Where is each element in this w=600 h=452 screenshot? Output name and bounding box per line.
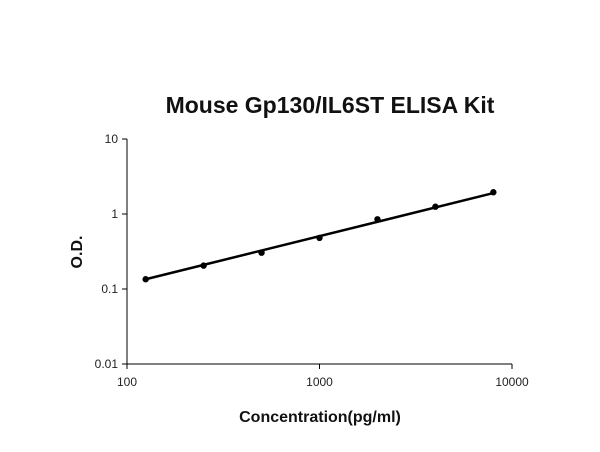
y-tick-label: 10 — [105, 132, 119, 146]
y-axis-title: O.D. — [69, 236, 86, 269]
x-tick-label: 10000 — [495, 375, 529, 389]
data-point — [142, 276, 149, 283]
data-point — [316, 234, 323, 242]
data-point — [258, 249, 265, 256]
chart-title: Mouse Gp130/IL6ST ELISA Kit — [166, 92, 495, 118]
x-axis-ticks: 100 1000 10000 — [117, 364, 529, 389]
data-point — [200, 262, 207, 269]
x-axis-title: Concentration(pg/ml) — [239, 409, 401, 426]
data-points-layer — [142, 189, 497, 283]
data-point — [432, 203, 439, 210]
x-tick-label: 100 — [117, 375, 137, 389]
data-point — [490, 189, 497, 196]
data-point — [374, 216, 381, 223]
y-tick-label: 1 — [111, 207, 118, 221]
y-tick-label: 0.01 — [95, 357, 119, 371]
x-tick-label: 1000 — [306, 375, 333, 389]
y-axis-ticks: 0.01 0.1 1 10 — [95, 132, 127, 371]
y-tick-label: 0.1 — [101, 282, 118, 296]
